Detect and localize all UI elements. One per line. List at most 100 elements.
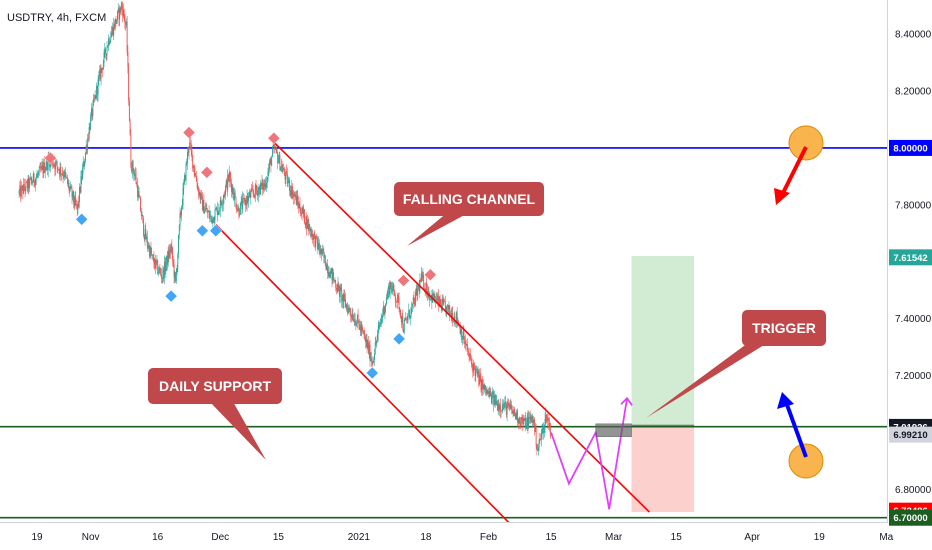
candle-body-185	[156, 260, 158, 264]
candle-body-77	[76, 203, 77, 205]
candle-body-707	[545, 414, 547, 420]
candle-body-313	[251, 188, 253, 190]
candle-body-360	[286, 172, 288, 184]
candle-body-182	[154, 264, 156, 269]
candle-body-405	[320, 248, 322, 254]
channel-lower-line[interactable]	[215, 224, 516, 530]
candle-body-520	[406, 318, 407, 320]
candle-body-352	[280, 165, 282, 167]
candle-body-413	[326, 264, 328, 270]
time-tick-2: 16	[152, 532, 164, 543]
candle-body-354	[282, 170, 284, 172]
candle-body-141	[123, 9, 125, 18]
price-tick-4: 7.20000	[895, 371, 932, 382]
trigger-zone[interactable]	[595, 423, 632, 437]
candle-body-52	[57, 166, 59, 170]
candle-body-497	[388, 285, 390, 295]
swing-low-marker-3	[209, 224, 223, 238]
candle-body-231	[190, 143, 192, 151]
candle-body-488	[382, 314, 384, 318]
candle-body-270	[219, 199, 221, 211]
candle-body-253	[207, 211, 209, 213]
candle-body-8	[24, 188, 26, 191]
candle-body-684	[528, 417, 530, 429]
candle-body-421	[332, 272, 334, 281]
candle-body-373	[296, 196, 298, 205]
candle-body-246	[201, 195, 203, 211]
candle-body-697	[537, 447, 539, 452]
candle-body-491	[384, 307, 386, 315]
time-axis[interactable]	[0, 522, 888, 550]
candle-body-307	[247, 196, 249, 201]
candle-body-255	[208, 211, 210, 218]
price-tag-1: 7.61542	[889, 249, 932, 266]
candle-body-290	[234, 192, 236, 198]
candle-body-640	[495, 401, 497, 405]
time-tick-3: Dec	[211, 532, 229, 543]
candle-body-391	[309, 228, 311, 232]
candle-body-566	[440, 304, 442, 305]
profit-zone[interactable]	[631, 256, 695, 426]
candle-body-379	[301, 213, 302, 216]
projection-arrowhead-icon	[620, 396, 633, 406]
candle-body-505	[394, 295, 396, 302]
candle-body-409	[323, 252, 325, 258]
candle-body-607	[470, 359, 472, 364]
price-tick-0: 8.40000	[895, 30, 932, 41]
swing-low-marker-1	[164, 289, 178, 303]
candle-body-74	[73, 201, 75, 206]
candle-body-215	[178, 224, 180, 235]
candle-body-626	[485, 385, 486, 391]
candle-body-673	[520, 422, 521, 426]
candle-body-249	[204, 210, 206, 214]
candle-body-556	[432, 292, 434, 300]
candle-body-711	[548, 419, 550, 428]
candle-body-134	[118, 8, 120, 20]
candle-body-629	[487, 390, 489, 394]
candle-body-611	[473, 363, 475, 369]
price-tag-label-5: 6.70000	[893, 513, 927, 524]
candle-body-632	[489, 391, 491, 397]
candle-body-700	[540, 439, 542, 441]
candle-body-72	[72, 191, 74, 198]
candle-body-437	[344, 294, 346, 300]
candle-body-375	[298, 202, 299, 208]
candle-body-217	[180, 212, 182, 216]
candle-body-301	[242, 198, 244, 199]
falling-channel-label: FALLING CHANNEL	[403, 191, 536, 207]
candle-body-83	[80, 176, 82, 192]
candle-body-170	[145, 228, 147, 240]
candle-body-431	[339, 287, 341, 297]
candle-body-110	[100, 68, 102, 79]
candle-body-193	[162, 268, 164, 279]
candle-body-24	[36, 174, 38, 178]
candle-body-547	[426, 282, 428, 296]
candle-body-88	[84, 161, 86, 167]
candle-body-137	[120, 5, 122, 13]
price-axis[interactable]	[888, 0, 932, 550]
candle-body-89	[84, 152, 86, 162]
loss-zone[interactable]	[631, 425, 695, 513]
time-tick-5: 2021	[348, 532, 371, 543]
candle-body-713	[549, 423, 551, 437]
candle-body-54	[58, 169, 60, 175]
candle-body-660	[510, 404, 512, 409]
candle-body-297	[239, 202, 241, 215]
candle-body-314	[252, 189, 254, 193]
candle-body-686	[529, 417, 531, 420]
candle-body-65	[67, 177, 68, 184]
candle-body-132	[117, 11, 118, 21]
candle-body-586	[455, 321, 457, 324]
candle-body-622	[482, 379, 483, 389]
candle-body-635	[491, 393, 493, 404]
candle-body-124	[111, 32, 112, 38]
candle-body-463	[363, 332, 365, 335]
candle-body-349	[278, 155, 280, 161]
candle-body-615	[476, 369, 478, 375]
price-tag-bg-1	[889, 249, 932, 266]
candle-body-109	[99, 69, 101, 79]
candle-body-206	[172, 248, 174, 260]
candle-body-432	[340, 287, 342, 291]
candle-body-476	[373, 359, 375, 362]
